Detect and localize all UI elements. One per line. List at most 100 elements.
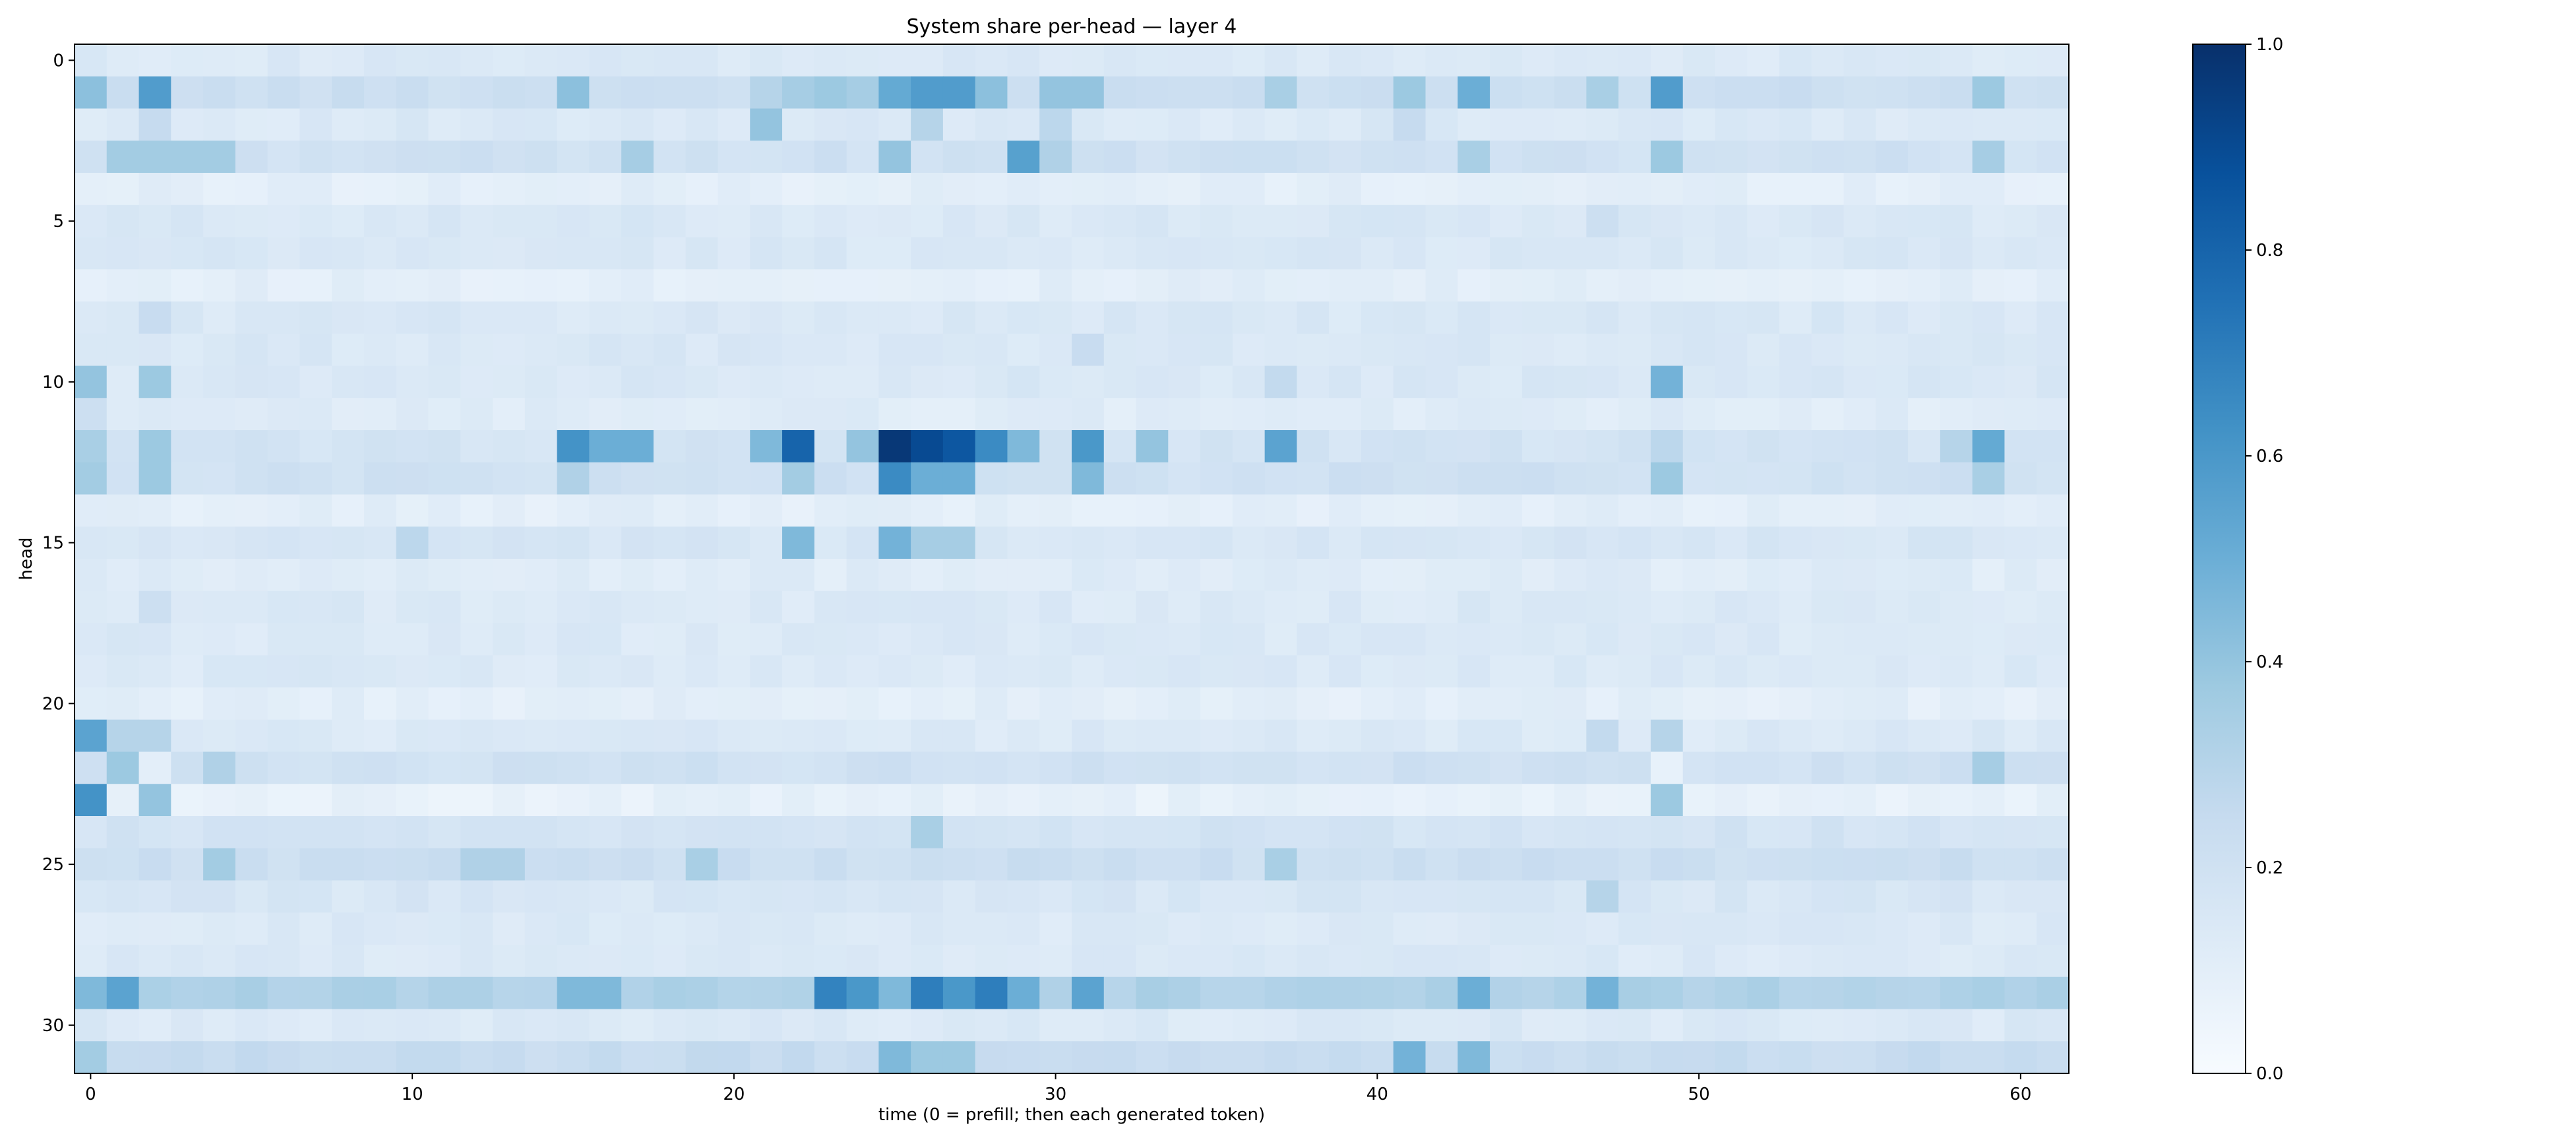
heatmap-cell [493,430,526,463]
heatmap-cell [2037,880,2070,913]
heatmap-cell [428,333,461,367]
heatmap-cell [814,398,847,431]
heatmap-cell [782,559,815,592]
heatmap-cell [846,784,879,817]
heatmap-cell [493,784,526,817]
heatmap-cell [363,333,397,367]
heatmap-cell [1747,976,1780,1010]
heatmap-cell [396,687,429,720]
heatmap-cell [1264,912,1298,945]
heatmap-cell [1297,494,1330,527]
heatmap-cell [75,301,107,334]
heatmap-cell [1521,655,1555,688]
heatmap-cell [685,494,719,527]
heatmap-cell [1811,44,1845,77]
heatmap-cell [1136,559,1169,592]
heatmap-cell [878,108,911,141]
heatmap-cell [460,398,493,431]
heatmap-cell [1618,398,1651,431]
heatmap-cell [1811,912,1845,945]
heatmap-cell [1490,365,1523,398]
heatmap-cell [975,655,1008,688]
heatmap-cell [171,301,204,334]
heatmap-cell [1200,205,1233,238]
heatmap-cell [589,269,622,302]
heatmap-cell [171,945,204,978]
heatmap-cell [2004,655,2037,688]
heatmap-cell [1168,301,1201,334]
heatmap-cell [2037,173,2070,206]
heatmap-cell [1103,333,1137,367]
heatmap-cell [524,398,558,431]
heatmap-cell [975,719,1008,753]
heatmap-cell [1940,912,1973,945]
heatmap-cell [2004,108,2037,141]
heatmap-cell [1972,301,2006,334]
heatmap-cell [1425,301,1458,334]
heatmap-cell [332,301,365,334]
heatmap-cell [203,173,236,206]
heatmap-cell [1329,44,1362,77]
heatmap-cell [299,44,332,77]
heatmap-cell [1940,44,1973,77]
heatmap-cell [1876,1009,1909,1042]
heatmap-cell [138,784,171,817]
heatmap-cell [1908,1041,1941,1074]
heatmap-cell [363,559,397,592]
heatmap-cell [1393,141,1426,174]
heatmap-cell [1232,1041,1266,1074]
heatmap-cell [203,1009,236,1042]
heatmap-cell [1876,719,1909,753]
heatmap-cell [911,880,944,913]
heatmap-cell [493,301,526,334]
heatmap-cell [750,976,783,1010]
heatmap-cell [685,590,719,624]
heatmap-cell [1940,205,1973,238]
heatmap-cell [1425,590,1458,624]
heatmap-cell [1393,912,1426,945]
heatmap-cell [1843,398,1876,431]
heatmap-cell [1715,623,1748,656]
heatmap-cell [878,719,911,753]
heatmap-cell [718,719,751,753]
heatmap-cell [106,494,140,527]
heatmap-cell [1715,398,1748,431]
heatmap-cell [1232,751,1266,784]
heatmap-cell [718,1009,751,1042]
heatmap-cell [2037,141,2070,174]
heatmap-cell [428,880,461,913]
heatmap-cell [1586,108,1619,141]
heatmap-cell [1554,205,1587,238]
heatmap-cell [2037,912,2070,945]
heatmap-cell [621,76,654,110]
heatmap-cell [1136,848,1169,881]
heatmap-cell [1779,205,1812,238]
heatmap-cell [846,205,879,238]
heatmap-cell [1039,559,1072,592]
heatmap-cell [653,559,687,592]
heatmap-cell [621,301,654,334]
heatmap-cell [878,526,911,559]
heatmap-cell [1586,1041,1619,1074]
heatmap-cell [653,526,687,559]
heatmap-cell [782,141,815,174]
heatmap-cell [1393,880,1426,913]
heatmap-cell [1682,687,1716,720]
heatmap-cell [1200,590,1233,624]
heatmap-cell [363,173,397,206]
heatmap-cell [428,108,461,141]
heatmap-cell [2004,751,2037,784]
heatmap-cell [332,559,365,592]
heatmap-cell [942,333,976,367]
heatmap-cell [814,205,847,238]
heatmap-cell [653,945,687,978]
heatmap-cell [814,1009,847,1042]
heatmap-cell [1521,687,1555,720]
heatmap-cell [396,976,429,1010]
heatmap-cell [1715,1041,1748,1074]
heatmap-cell [1361,205,1394,238]
heatmap-cell [846,1041,879,1074]
heatmap-cell [396,880,429,913]
heatmap-cell [1136,301,1169,334]
heatmap-cell [942,44,976,77]
